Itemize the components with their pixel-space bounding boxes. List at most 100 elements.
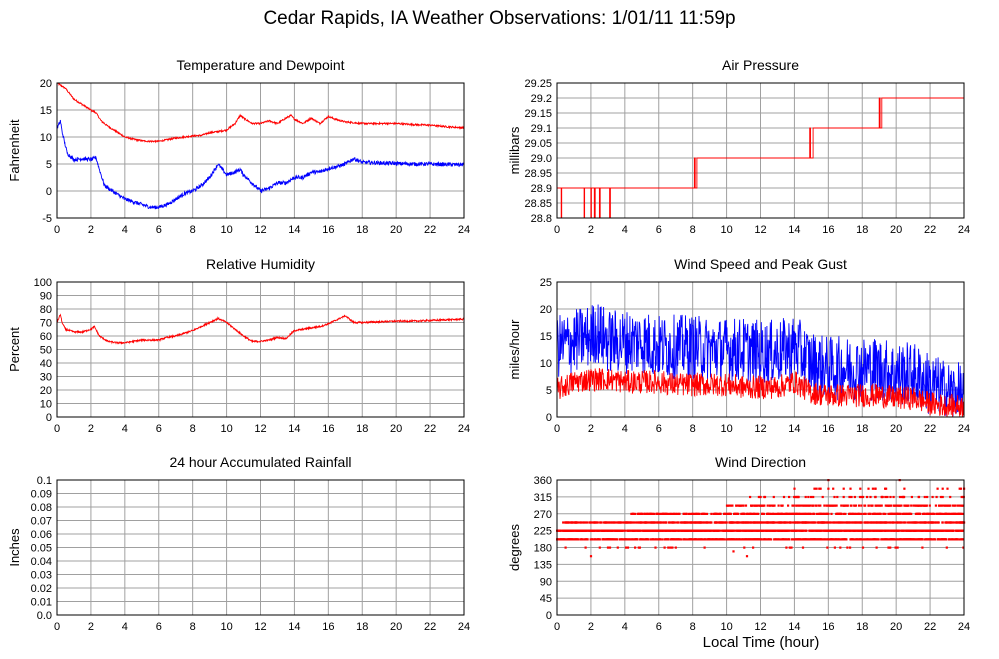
direction-point	[734, 529, 737, 532]
temp-xtick-label: 10	[220, 224, 232, 236]
direction-point	[839, 546, 842, 549]
direction-point	[591, 538, 594, 541]
direction-point	[873, 521, 876, 524]
direction-point	[669, 546, 672, 549]
direction-point	[887, 529, 890, 532]
direction-point	[688, 529, 691, 532]
pressure-xtick-label: 18	[856, 224, 868, 236]
direction-point	[733, 521, 736, 524]
direction-point	[874, 495, 877, 499]
direction-point	[846, 504, 849, 507]
rain-xtick-label: 6	[156, 621, 162, 633]
direction-point	[804, 495, 807, 499]
direction-point	[751, 504, 754, 507]
direction-point	[859, 538, 863, 541]
direction-point	[656, 538, 659, 541]
direction-point	[898, 504, 902, 507]
direction-point	[733, 538, 736, 541]
direction-point	[774, 521, 777, 524]
direction-point	[803, 529, 806, 532]
direction-point	[786, 512, 789, 515]
rain-ytick-label: 0.04	[31, 556, 52, 568]
direction-point	[572, 521, 575, 524]
direction-point	[809, 512, 812, 515]
direction-xtick-label: 24	[958, 621, 970, 633]
direction-point	[826, 504, 829, 507]
direction-point	[632, 538, 635, 541]
direction-point	[782, 495, 786, 499]
direction-point	[646, 512, 649, 515]
direction-point	[941, 495, 944, 499]
direction-point	[885, 487, 888, 490]
direction-ylabel: degrees	[507, 524, 522, 571]
direction-point	[809, 504, 812, 507]
direction-point	[632, 521, 635, 524]
direction-point	[871, 504, 874, 507]
direction-point	[653, 538, 656, 541]
direction-point	[956, 538, 959, 541]
direction-point	[930, 512, 933, 515]
direction-point	[705, 512, 709, 515]
direction-point	[877, 504, 880, 507]
direction-point	[735, 504, 738, 507]
humidity-ytick-label: 10	[40, 399, 52, 411]
direction-point	[743, 512, 746, 515]
direction-point	[685, 512, 688, 515]
direction-point	[695, 538, 698, 541]
direction-point	[730, 504, 733, 507]
direction-point	[822, 529, 825, 532]
direction-point	[860, 504, 863, 507]
direction-point	[959, 487, 963, 490]
direction-point	[867, 487, 870, 490]
direction-point	[685, 538, 689, 541]
direction-point	[891, 529, 894, 532]
direction-point	[669, 521, 672, 524]
direction-xtick-label: 4	[622, 621, 628, 633]
humidity-xtick-label: 22	[424, 423, 436, 435]
direction-point	[620, 521, 623, 524]
direction-point	[893, 521, 896, 524]
direction-point	[930, 529, 933, 532]
direction-point	[791, 538, 794, 541]
direction-point	[614, 521, 617, 524]
direction-point	[640, 521, 643, 524]
direction-point	[811, 529, 814, 532]
direction-point	[819, 504, 822, 507]
direction-point	[689, 512, 692, 515]
direction-point	[777, 538, 780, 541]
direction-point	[795, 529, 798, 532]
direction-point	[717, 512, 720, 515]
direction-point	[634, 546, 637, 549]
direction-point	[833, 495, 836, 499]
direction-point	[757, 521, 760, 524]
direction-point	[848, 495, 851, 499]
direction-point	[946, 512, 949, 515]
wind-xtick-label: 10	[720, 423, 732, 435]
direction-point	[667, 538, 670, 541]
direction-point	[850, 495, 853, 499]
direction-point	[763, 504, 766, 507]
direction-point	[950, 538, 953, 541]
direction-point	[583, 538, 586, 541]
humidity-xtick-label: 10	[220, 423, 232, 435]
pressure-xtick-label: 16	[822, 224, 834, 236]
direction-point	[898, 495, 902, 499]
direction-point	[840, 529, 844, 532]
humidity-ytick-label: 80	[40, 304, 52, 316]
direction-point	[679, 538, 682, 541]
direction-ytick-label: 0	[546, 610, 552, 622]
direction-point	[762, 512, 766, 515]
direction-point	[889, 546, 892, 549]
wind-xtick-label: 24	[958, 423, 970, 435]
direction-point	[646, 521, 649, 524]
wind-xtick-label: 18	[856, 423, 868, 435]
temp-series-0	[56, 82, 465, 144]
direction-point	[921, 538, 924, 541]
direction-point	[899, 512, 902, 515]
direction-point	[914, 504, 917, 507]
direction-point	[939, 495, 943, 499]
direction-point	[703, 546, 706, 549]
direction-point	[621, 538, 624, 541]
direction-point	[608, 546, 612, 549]
temp-ytick-label: 0	[46, 186, 52, 198]
